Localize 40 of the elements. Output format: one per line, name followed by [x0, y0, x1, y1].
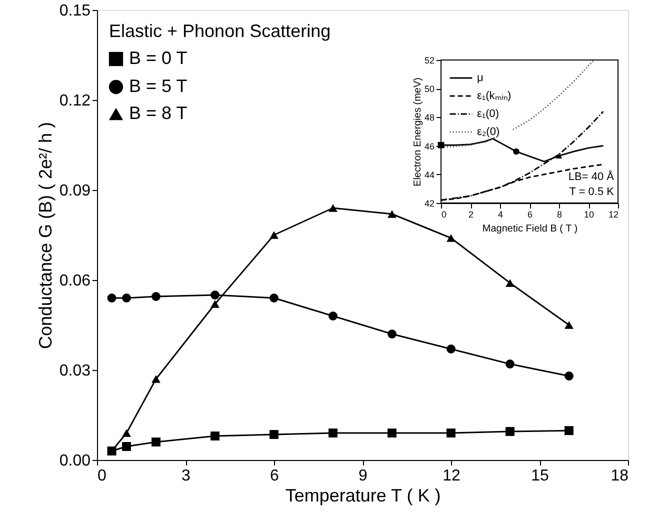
x-tick-label: 10 — [584, 210, 594, 220]
x-tick-label: 0 — [98, 468, 106, 484]
y-tick-label: 46 — [424, 141, 434, 152]
x-tick-label: 8 — [556, 210, 562, 220]
legend-label: B = 8 T — [129, 103, 188, 123]
x-tick-label: 9 — [358, 468, 368, 484]
y-tick-label: 0.03 — [59, 362, 91, 380]
y-tick-label: 44 — [424, 170, 434, 180]
legend-label: ε₁(0) — [477, 108, 500, 120]
x-tick-label: 2 — [468, 210, 474, 220]
y-tick-label: 0.00 — [59, 452, 91, 470]
x-axis-title: Magnetic Field B ( T ) — [482, 224, 578, 234]
x-tick-label: 4 — [498, 210, 504, 220]
x-tick-label: 6 — [527, 210, 533, 220]
x-tick-label: 6 — [270, 468, 280, 484]
y-tick-label: 50 — [424, 84, 434, 94]
legend-label: B = 0 T — [129, 48, 188, 68]
legend-label: ε₁(kₘᵢₙ) — [477, 90, 512, 102]
y-tick-label: 0.12 — [59, 92, 91, 110]
y-tick-label: 0.09 — [59, 182, 91, 200]
y-tick-label: 52 — [424, 56, 434, 66]
x-axis-title: Temperature T ( K ) — [285, 486, 441, 506]
legend-label: B = 5 T — [129, 76, 188, 96]
y-tick-label: 0.15 — [59, 2, 91, 20]
y-tick-label: 48 — [424, 112, 434, 123]
x-tick-label: 3 — [182, 468, 191, 484]
y-tick-label: 42 — [424, 198, 434, 208]
annotation: LB= 40 Å — [568, 170, 615, 183]
x-tick-label: 12 — [608, 210, 618, 220]
annotation: Elastic + Phonon Scattering — [109, 21, 331, 41]
annotation: T = 0.5 K — [569, 186, 615, 198]
legend-label: μ — [477, 72, 484, 84]
x-tick-label: 18 — [610, 468, 629, 484]
y-tick-label: 0.06 — [59, 272, 91, 290]
y-axis-title: Conductance G (B) ( 2e²/ h ) — [35, 122, 56, 350]
y-axis-title: Electron Energies (meV) — [412, 78, 424, 186]
legend-label: ε₂(0) — [477, 126, 500, 138]
x-tick-label: 15 — [531, 468, 549, 484]
x-tick-label: 12 — [442, 468, 460, 484]
x-tick-label: 0 — [442, 210, 447, 220]
